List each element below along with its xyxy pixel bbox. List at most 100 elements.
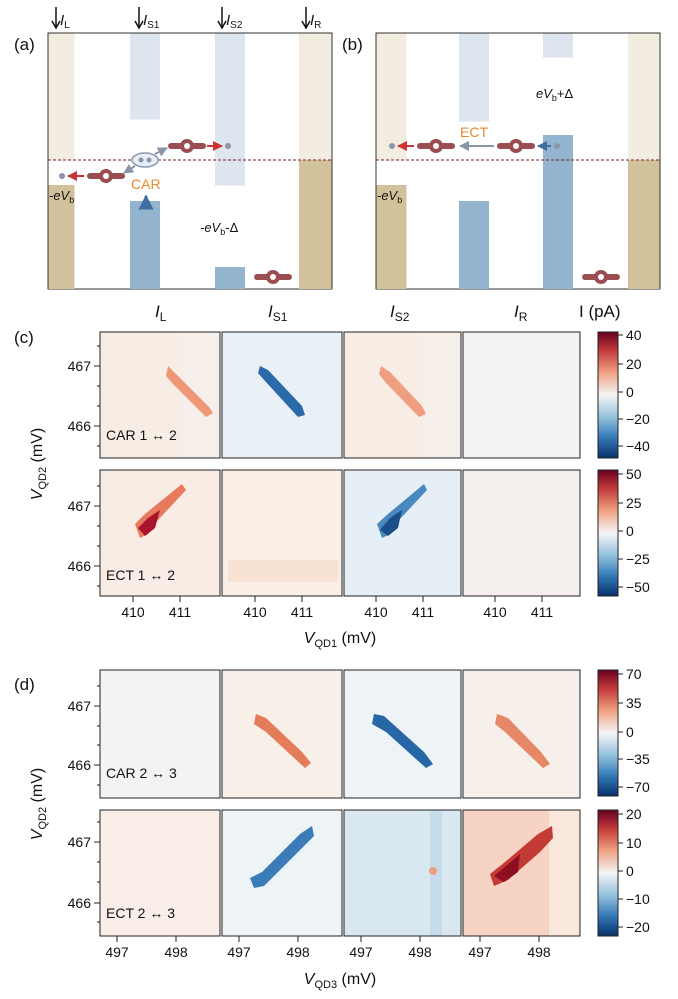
- panel-a-label: (a): [14, 35, 35, 54]
- colorbar-tick-label: 10: [626, 835, 642, 851]
- lead-label-s2: IS2: [226, 12, 243, 31]
- row-label-ect23: ECT 2 ↔ 3: [106, 905, 175, 921]
- s2-lower-level: [543, 135, 573, 289]
- row-label-ect12: ECT 1 ↔ 2: [106, 567, 175, 583]
- heatmap-diagonal-band: [495, 714, 550, 768]
- lead-right-empty: [299, 33, 332, 161]
- electron-small-icon: [389, 143, 395, 149]
- xtick-label: 497: [227, 944, 251, 960]
- heatmap-background: [100, 332, 180, 458]
- xtick-label: 411: [169, 604, 192, 620]
- lead-arrow-icon: [51, 7, 61, 30]
- lead-right-filled: [628, 160, 660, 289]
- colorbar-tick-label: −35: [626, 751, 650, 767]
- heatmap-hotspot: [138, 510, 160, 536]
- colorbar-tick-label: −50: [626, 579, 650, 595]
- ytick-label: 467: [68, 498, 92, 514]
- heatmap-diagonal-band: [258, 366, 305, 417]
- column-header-il: IL: [155, 302, 167, 324]
- electron-icon: [417, 139, 455, 153]
- heatmap-cell: [100, 810, 220, 936]
- cooper-pair-icon: [131, 152, 159, 168]
- heatmap-hotspot: [380, 510, 402, 536]
- heatmap-spot: [429, 867, 437, 875]
- car-label: CAR: [131, 176, 161, 192]
- cooper-electron-icon: [138, 157, 144, 163]
- lead-arrow-icon: [134, 7, 144, 30]
- xtick-label: 411: [531, 604, 554, 620]
- car-arrow-right: [154, 147, 168, 157]
- colorbar-ticks: [618, 673, 623, 928]
- column-header-ir: IR: [514, 302, 528, 324]
- heatmap-cell: [344, 470, 461, 596]
- lead-label-s1: IS1: [143, 12, 160, 31]
- panel-d-frames: [99, 669, 581, 937]
- heatmap-cell: [100, 670, 220, 798]
- colorbar-tick-label: −20: [626, 411, 650, 427]
- panel-c: (c): [14, 327, 650, 650]
- xtick-label: 497: [349, 944, 373, 960]
- panel-c-frames: [99, 331, 581, 597]
- lead-left-filled: [376, 185, 407, 289]
- cooper-electron-icon: [146, 157, 152, 163]
- colorbar-tick-label: 50: [626, 466, 642, 482]
- xtick-label: 497: [468, 944, 492, 960]
- gap-label-b: eVb+Δ: [536, 86, 574, 103]
- car-arrow-left: [123, 163, 136, 174]
- lead-right-filled: [299, 160, 332, 289]
- heatmap-cell: [463, 332, 580, 458]
- heatmap-diagonal-band: [254, 714, 311, 768]
- electron-icon: [497, 139, 535, 153]
- colorbar-tick-label: 0: [626, 863, 634, 879]
- lead-label-l: IL: [60, 12, 70, 31]
- ytick-label: 467: [68, 358, 92, 374]
- colorbar-tick-label: 0: [626, 384, 634, 400]
- gap-label-a: -eVb-Δ: [200, 220, 239, 237]
- heatmap-cell: [463, 470, 580, 596]
- lead-left-empty: [48, 33, 75, 161]
- ytick-label: 467: [68, 834, 92, 850]
- xtick-label: 497: [105, 944, 129, 960]
- heatmap-background: [228, 560, 338, 582]
- colorbar: [597, 809, 619, 937]
- colorbar-tick-label: 20: [626, 356, 642, 372]
- panel-c-ticks: [94, 345, 543, 602]
- xtick-label: 410: [364, 604, 388, 620]
- colorbar-tick-label: 25: [626, 495, 642, 511]
- colorbar-tick-label: −40: [626, 438, 650, 454]
- bias-label-b: -eVb: [377, 188, 402, 205]
- ytick-label: 466: [68, 418, 92, 434]
- xtick-label: 410: [121, 604, 145, 620]
- electron-icon: [254, 270, 292, 284]
- colorbar-tick-label: −10: [626, 891, 650, 907]
- s2-upper-level: [543, 33, 573, 58]
- heatmap-diagonal-band: [379, 366, 426, 417]
- panel-a: (a) CAR: [14, 7, 333, 290]
- s1-upper-level: [130, 33, 160, 120]
- xtick-label: 498: [408, 944, 432, 960]
- electron-small-icon: [225, 143, 231, 149]
- electron-small-icon: [554, 143, 560, 149]
- panel-d-ticks: [94, 685, 540, 942]
- colorbar: [597, 331, 619, 459]
- panel-d-xlabel: VQD3 (mV): [304, 971, 376, 991]
- colorbar-tick-label: 35: [626, 695, 642, 711]
- xtick-label: 498: [527, 944, 551, 960]
- s1-lower-level: [459, 201, 489, 289]
- colorbar-tick-label: 0: [626, 523, 634, 539]
- colorbar-tick-label: 20: [626, 806, 642, 822]
- row-label-car23: CAR 2 ↔ 3: [106, 765, 177, 781]
- ytick-label: 467: [68, 698, 92, 714]
- xtick-label: 498: [164, 944, 188, 960]
- panel-c-xlabel: VQD1 (mV): [304, 630, 376, 650]
- panel-b: (b) ECT -eVb eVb+: [342, 32, 661, 290]
- panel-c-ylabel: VQD2 (mV): [29, 428, 49, 500]
- colorbar: [597, 669, 619, 797]
- bias-label-a: -eVb: [49, 188, 74, 205]
- xtick-label: 410: [483, 604, 507, 620]
- s1-upper-level: [459, 33, 489, 122]
- row-label-car12: CAR 1 ↔ 2: [106, 427, 177, 443]
- panel-d: (d): [14, 666, 650, 991]
- ytick-label: 466: [68, 558, 92, 574]
